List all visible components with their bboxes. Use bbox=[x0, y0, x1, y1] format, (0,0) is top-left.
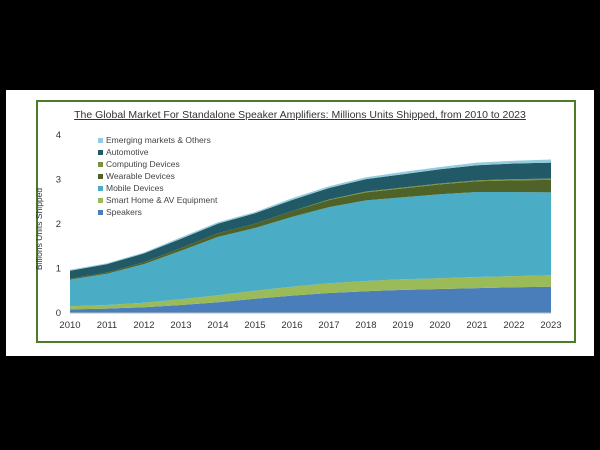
x-tick-label: 2019 bbox=[392, 320, 413, 331]
x-tick-label: 2022 bbox=[503, 320, 524, 331]
chart-card: The Global Market For Standalone Speaker… bbox=[6, 90, 594, 356]
x-tick-label: 2011 bbox=[97, 320, 117, 331]
x-tick-label: 2017 bbox=[318, 320, 339, 331]
area-series-2 bbox=[70, 192, 551, 307]
x-tick-label: 2023 bbox=[540, 320, 561, 331]
x-tick-label: 2014 bbox=[207, 320, 228, 331]
y-tick-label: 3 bbox=[56, 175, 61, 186]
x-tick-label: 2015 bbox=[244, 320, 265, 331]
legend-label: Speakers bbox=[106, 207, 142, 217]
chart-svg: 0 1 2 3 4 2010 2011 2012 2013 2014 2015 2016 2017 201… bbox=[34, 130, 562, 331]
legend-swatch bbox=[98, 210, 103, 215]
legend-label: Wearable Devices bbox=[106, 171, 175, 181]
legend-swatch bbox=[98, 162, 103, 167]
y-tick-label: 0 bbox=[56, 308, 61, 319]
x-tick-label: 2013 bbox=[170, 320, 191, 331]
x-tick-label: 2010 bbox=[59, 320, 80, 331]
x-tick-label: 2012 bbox=[133, 320, 154, 331]
chart-frame bbox=[36, 100, 576, 343]
x-tick-label: 2020 bbox=[429, 320, 450, 331]
x-tick-label: 2018 bbox=[355, 320, 376, 331]
legend-swatch bbox=[98, 138, 103, 143]
area-series-3 bbox=[70, 179, 551, 280]
area-series-5 bbox=[70, 162, 551, 279]
legend-swatch bbox=[98, 174, 103, 179]
area-series-1 bbox=[70, 275, 551, 310]
y-tick-label: 1 bbox=[56, 264, 61, 275]
legend-swatch bbox=[98, 150, 103, 155]
chart-title: The Global Market For Standalone Speaker… bbox=[74, 109, 526, 121]
x-tick-label: 2016 bbox=[281, 320, 302, 331]
y-tick-label: 4 bbox=[56, 130, 61, 141]
legend-label: Smart Home & AV Equipment bbox=[106, 195, 218, 205]
legend-label: Computing Devices bbox=[106, 159, 180, 169]
y-tick-label: 2 bbox=[56, 219, 61, 230]
legend-label: Automotive bbox=[106, 147, 149, 157]
x-tick-label: 2021 bbox=[466, 320, 487, 331]
area-series-0 bbox=[70, 286, 551, 313]
legend-label: Mobile Devices bbox=[106, 183, 164, 193]
legend-swatch bbox=[98, 186, 103, 191]
legend-label: Emerging markets & Others bbox=[106, 135, 211, 145]
legend-swatch bbox=[98, 198, 103, 203]
y-axis-label: Billions Units Shipped bbox=[34, 188, 44, 270]
